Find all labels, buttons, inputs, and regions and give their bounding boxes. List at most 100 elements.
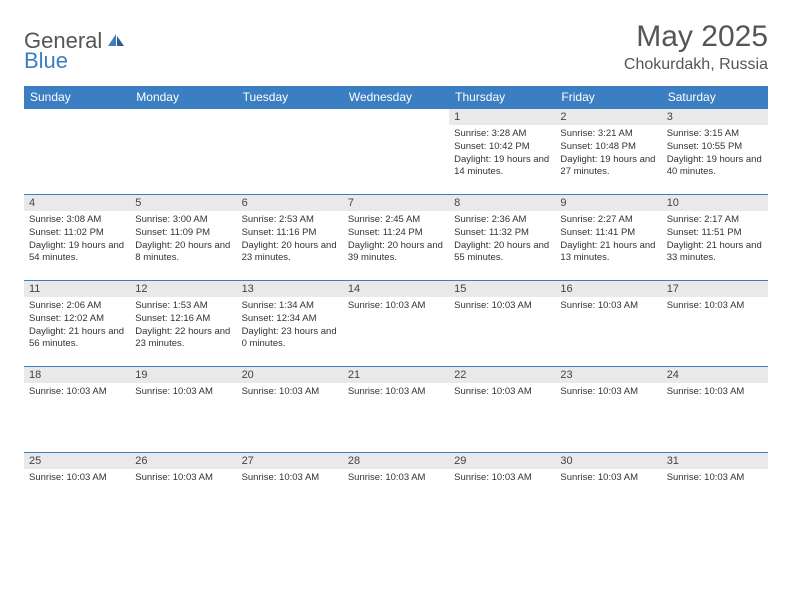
day-details: Sunrise: 10:03 AM [555, 383, 661, 402]
calendar-day-cell: 6Sunrise: 2:53 AMSunset: 11:16 PMDayligh… [237, 195, 343, 281]
day-details: Sunrise: 10:03 AM [24, 383, 130, 402]
calendar-week-row: ....1Sunrise: 3:28 AMSunset: 10:42 PMDay… [24, 109, 768, 195]
day-number: 23 [555, 367, 661, 383]
day-details: Sunrise: 10:03 AM [555, 297, 661, 316]
calendar-day-cell: 15Sunrise: 10:03 AM [449, 281, 555, 367]
month-title: May 2025 [624, 20, 768, 54]
calendar-day-cell: 4Sunrise: 3:08 AMSunset: 11:02 PMDayligh… [24, 195, 130, 281]
sail-icon [106, 28, 126, 54]
calendar-day-cell: 31Sunrise: 10:03 AM [662, 453, 768, 539]
day-details: Sunrise: 2:06 AMSunset: 12:02 AMDaylight… [24, 297, 130, 354]
brand-part2: Blue [24, 48, 68, 74]
day-details: Sunrise: 2:17 AMSunset: 11:51 PMDaylight… [662, 211, 768, 268]
calendar-day-cell: . [130, 109, 236, 195]
header: General May 2025 Chokurdakh, Russia [24, 20, 768, 74]
calendar-week-row: 4Sunrise: 3:08 AMSunset: 11:02 PMDayligh… [24, 195, 768, 281]
weekday-header: Tuesday [237, 86, 343, 109]
weekday-header: Monday [130, 86, 236, 109]
day-number: 3 [662, 109, 768, 125]
calendar-day-cell: 1Sunrise: 3:28 AMSunset: 10:42 PMDayligh… [449, 109, 555, 195]
calendar-day-cell: 24Sunrise: 10:03 AM [662, 367, 768, 453]
calendar-week-row: 11Sunrise: 2:06 AMSunset: 12:02 AMDaylig… [24, 281, 768, 367]
calendar-day-cell: 23Sunrise: 10:03 AM [555, 367, 661, 453]
day-number: 4 [24, 195, 130, 211]
day-details: Sunrise: 10:03 AM [24, 469, 130, 488]
calendar-day-cell: 3Sunrise: 3:15 AMSunset: 10:55 PMDayligh… [662, 109, 768, 195]
day-details: Sunrise: 10:03 AM [343, 297, 449, 316]
calendar-day-cell: 7Sunrise: 2:45 AMSunset: 11:24 PMDayligh… [343, 195, 449, 281]
day-number: 9 [555, 195, 661, 211]
day-details: Sunrise: 3:00 AMSunset: 11:09 PMDaylight… [130, 211, 236, 268]
day-details: Sunrise: 10:03 AM [555, 469, 661, 488]
day-number: 6 [237, 195, 343, 211]
day-number: 8 [449, 195, 555, 211]
day-details: Sunrise: 10:03 AM [343, 383, 449, 402]
day-number: 26 [130, 453, 236, 469]
day-number: 12 [130, 281, 236, 297]
calendar-day-cell: 10Sunrise: 2:17 AMSunset: 11:51 PMDaylig… [662, 195, 768, 281]
calendar-day-cell: 20Sunrise: 10:03 AM [237, 367, 343, 453]
calendar-day-cell: 14Sunrise: 10:03 AM [343, 281, 449, 367]
day-details: Sunrise: 2:45 AMSunset: 11:24 PMDaylight… [343, 211, 449, 268]
calendar-day-cell: 17Sunrise: 10:03 AM [662, 281, 768, 367]
location: Chokurdakh, Russia [624, 56, 768, 74]
day-number: 15 [449, 281, 555, 297]
day-number: 21 [343, 367, 449, 383]
calendar-day-cell: 9Sunrise: 2:27 AMSunset: 11:41 PMDayligh… [555, 195, 661, 281]
day-details: Sunrise: 10:03 AM [237, 469, 343, 488]
day-details: Sunrise: 10:03 AM [662, 469, 768, 488]
calendar-day-cell: 8Sunrise: 2:36 AMSunset: 11:32 PMDayligh… [449, 195, 555, 281]
weekday-header: Wednesday [343, 86, 449, 109]
day-number: 17 [662, 281, 768, 297]
day-details: Sunrise: 10:03 AM [662, 383, 768, 402]
calendar-day-cell: 25Sunrise: 10:03 AM [24, 453, 130, 539]
day-number: 30 [555, 453, 661, 469]
calendar-day-cell: 13Sunrise: 1:34 AMSunset: 12:34 AMDaylig… [237, 281, 343, 367]
calendar-day-cell: . [237, 109, 343, 195]
calendar-week-row: 25Sunrise: 10:03 AM26Sunrise: 10:03 AM27… [24, 453, 768, 539]
day-details: Sunrise: 2:53 AMSunset: 11:16 PMDaylight… [237, 211, 343, 268]
weekday-header: Saturday [662, 86, 768, 109]
day-details: Sunrise: 10:03 AM [662, 297, 768, 316]
day-number: 11 [24, 281, 130, 297]
day-number: 7 [343, 195, 449, 211]
calendar-day-cell: 5Sunrise: 3:00 AMSunset: 11:09 PMDayligh… [130, 195, 236, 281]
day-number: 1 [449, 109, 555, 125]
weekday-header-row: SundayMondayTuesdayWednesdayThursdayFrid… [24, 86, 768, 109]
calendar-day-cell: 26Sunrise: 10:03 AM [130, 453, 236, 539]
day-number: 22 [449, 367, 555, 383]
calendar-day-cell: 11Sunrise: 2:06 AMSunset: 12:02 AMDaylig… [24, 281, 130, 367]
day-number: 18 [24, 367, 130, 383]
calendar-day-cell: 28Sunrise: 10:03 AM [343, 453, 449, 539]
calendar-day-cell: 21Sunrise: 10:03 AM [343, 367, 449, 453]
day-number: 5 [130, 195, 236, 211]
day-details: Sunrise: 10:03 AM [130, 383, 236, 402]
day-number: 24 [662, 367, 768, 383]
day-number: 2 [555, 109, 661, 125]
day-details: Sunrise: 3:15 AMSunset: 10:55 PMDaylight… [662, 125, 768, 182]
day-details: Sunrise: 2:27 AMSunset: 11:41 PMDaylight… [555, 211, 661, 268]
calendar-day-cell: 30Sunrise: 10:03 AM [555, 453, 661, 539]
day-number: 31 [662, 453, 768, 469]
day-details: Sunrise: 3:21 AMSunset: 10:48 PMDaylight… [555, 125, 661, 182]
day-details: Sunrise: 3:28 AMSunset: 10:42 PMDaylight… [449, 125, 555, 182]
day-number: 13 [237, 281, 343, 297]
day-details: Sunrise: 2:36 AMSunset: 11:32 PMDaylight… [449, 211, 555, 268]
day-number: 14 [343, 281, 449, 297]
day-details: Sunrise: 10:03 AM [449, 383, 555, 402]
day-number: 27 [237, 453, 343, 469]
day-details: Sunrise: 10:03 AM [237, 383, 343, 402]
calendar-day-cell: 2Sunrise: 3:21 AMSunset: 10:48 PMDayligh… [555, 109, 661, 195]
calendar-day-cell: 27Sunrise: 10:03 AM [237, 453, 343, 539]
calendar-day-cell: 29Sunrise: 10:03 AM [449, 453, 555, 539]
day-number: 28 [343, 453, 449, 469]
calendar-day-cell: 19Sunrise: 10:03 AM [130, 367, 236, 453]
calendar-day-cell: 22Sunrise: 10:03 AM [449, 367, 555, 453]
day-details: Sunrise: 10:03 AM [343, 469, 449, 488]
day-number: 29 [449, 453, 555, 469]
day-number: 20 [237, 367, 343, 383]
day-number: 19 [130, 367, 236, 383]
weekday-header: Friday [555, 86, 661, 109]
day-number: 16 [555, 281, 661, 297]
calendar-day-cell: 12Sunrise: 1:53 AMSunset: 12:16 AMDaylig… [130, 281, 236, 367]
